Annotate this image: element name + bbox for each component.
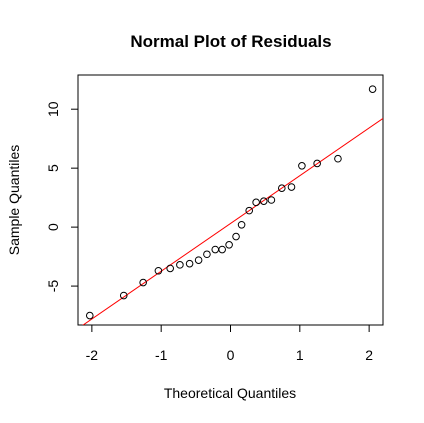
data-point bbox=[225, 241, 233, 249]
y-axis-label: Sample Quantiles bbox=[6, 145, 22, 256]
data-point bbox=[194, 256, 203, 264]
chart-title: Normal Plot of Residuals bbox=[130, 32, 331, 51]
y-tick-label: 0 bbox=[45, 223, 61, 231]
data-point bbox=[277, 184, 286, 193]
data-point bbox=[176, 261, 184, 269]
data-point bbox=[245, 206, 254, 215]
x-tick-label: -2 bbox=[86, 347, 99, 363]
data-point bbox=[232, 232, 240, 241]
y-axis: -5 0 5 10 bbox=[45, 101, 79, 293]
data-point bbox=[237, 220, 246, 229]
y-tick-label: 5 bbox=[45, 164, 61, 172]
data-point bbox=[259, 197, 268, 205]
data-point bbox=[154, 266, 163, 275]
y-tick-label: 10 bbox=[45, 101, 61, 117]
x-axis: -2 -1 0 1 2 bbox=[86, 324, 373, 363]
data-point bbox=[252, 198, 260, 207]
data-point bbox=[267, 196, 276, 204]
plot-frame bbox=[77, 74, 384, 326]
y-tick-label: -5 bbox=[45, 280, 61, 293]
data-point bbox=[313, 159, 321, 168]
data-point bbox=[85, 311, 94, 320]
x-tick-label: 2 bbox=[365, 347, 373, 363]
data-point bbox=[166, 264, 174, 273]
data-point bbox=[287, 183, 296, 191]
data-point bbox=[218, 245, 226, 254]
data-point bbox=[203, 250, 211, 259]
data-point bbox=[185, 259, 194, 268]
x-tick-label: -1 bbox=[155, 347, 168, 363]
data-point bbox=[298, 162, 306, 170]
data-point bbox=[139, 278, 147, 287]
x-axis-label: Theoretical Quantiles bbox=[164, 385, 296, 401]
data-point bbox=[211, 245, 220, 254]
reference-line bbox=[82, 117, 383, 325]
data-point bbox=[368, 85, 377, 93]
x-tick-label: 1 bbox=[296, 347, 304, 363]
data-point bbox=[119, 291, 128, 300]
x-tick-label: 0 bbox=[227, 347, 235, 363]
data-point bbox=[334, 154, 342, 163]
